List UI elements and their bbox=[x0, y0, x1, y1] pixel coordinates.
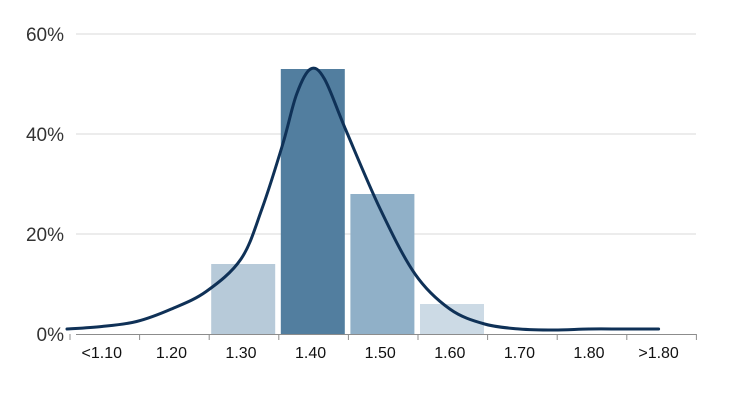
y-tick-label: 20% bbox=[26, 225, 64, 246]
y-axis-labels: 0% 20% 40% 60% bbox=[26, 25, 64, 346]
bars bbox=[211, 69, 484, 334]
x-tick-label: <1.10 bbox=[82, 345, 123, 362]
x-tick-label: 1.40 bbox=[295, 345, 326, 362]
x-tick-label: 1.60 bbox=[434, 345, 465, 362]
x-tick-label: >1.80 bbox=[638, 345, 679, 362]
x-tick-label: 1.30 bbox=[225, 345, 256, 362]
x-tick-label: 1.50 bbox=[365, 345, 396, 362]
y-tick-label: 40% bbox=[26, 125, 64, 146]
x-axis bbox=[69, 334, 697, 340]
y-tick-label: 60% bbox=[26, 25, 64, 46]
bar bbox=[211, 264, 276, 334]
x-axis-labels: <1.10 1.20 1.30 1.40 1.50 1.60 1.70 1.80 >1.80 bbox=[82, 345, 679, 362]
bar bbox=[280, 69, 345, 334]
bar bbox=[420, 304, 484, 334]
x-tick-label: 1.20 bbox=[156, 345, 187, 362]
y-tick-label: 0% bbox=[37, 325, 65, 346]
density-curve-layer bbox=[65, 66, 661, 332]
bar bbox=[350, 194, 415, 334]
density-curve bbox=[65, 66, 661, 332]
x-tick-label: 1.80 bbox=[573, 345, 604, 362]
x-tick-label: 1.70 bbox=[504, 345, 535, 362]
